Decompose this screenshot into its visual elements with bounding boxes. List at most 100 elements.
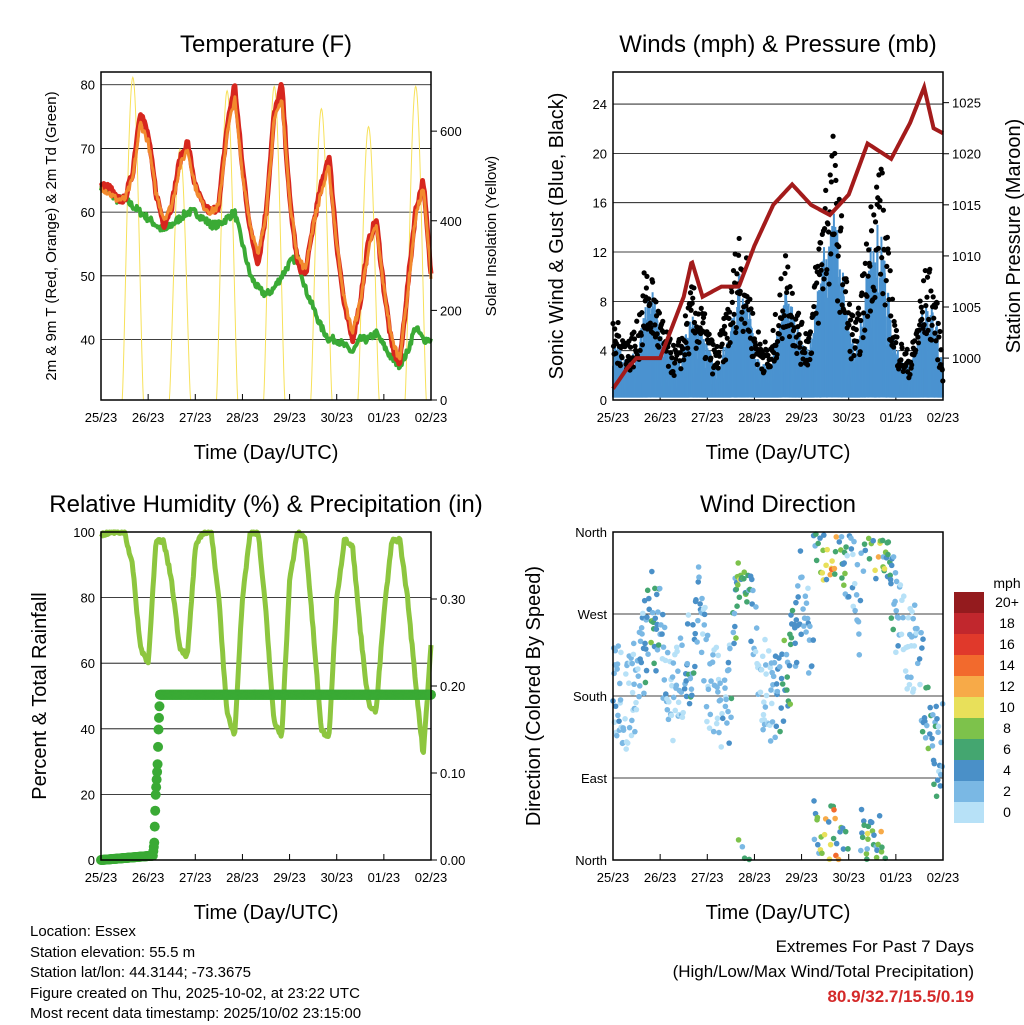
gust-point <box>916 327 922 333</box>
direction-point <box>920 636 926 643</box>
direction-point <box>826 856 833 862</box>
gust-point <box>669 355 675 361</box>
direction-point <box>612 703 619 710</box>
gust-point <box>883 277 889 284</box>
direction-point <box>909 608 915 615</box>
direction-point <box>701 622 708 628</box>
x-tick-label: 29/23 <box>273 410 306 425</box>
direction-point <box>725 666 732 673</box>
direction-point <box>833 840 840 847</box>
direction-point <box>725 659 732 666</box>
direction-point <box>861 541 868 547</box>
direction-point <box>788 612 794 618</box>
x-tick-label: 27/23 <box>179 410 212 425</box>
gust-point <box>832 162 838 169</box>
legend-swatch <box>954 676 984 697</box>
gust-point <box>765 352 771 358</box>
gust-point <box>726 315 732 322</box>
direction-point <box>636 683 643 689</box>
y-tick-label-right: 1025 <box>952 96 981 111</box>
y-tick-label-right: 0 <box>440 393 447 408</box>
gust-point <box>786 333 793 340</box>
direction-point <box>722 703 729 710</box>
gust-point <box>830 133 836 139</box>
rainfall-point <box>151 782 162 793</box>
direction-point <box>854 561 861 568</box>
legend-swatch <box>954 781 984 802</box>
x-tick-label: 02/23 <box>415 410 448 425</box>
gust-point <box>928 337 935 343</box>
y-tick-label-right: 1000 <box>952 351 981 366</box>
gust-point <box>820 286 826 292</box>
x-tick-label: 25/23 <box>597 410 630 425</box>
gust-point <box>688 307 694 313</box>
gust-point <box>689 300 695 306</box>
direction-point <box>879 537 886 544</box>
gust-point <box>777 292 783 298</box>
gust-point <box>729 299 735 306</box>
direction-point <box>614 661 621 667</box>
gust-point <box>815 320 821 326</box>
y-tick-label: 40 <box>81 722 95 737</box>
direction-point <box>842 828 849 835</box>
x-tick-label: 29/23 <box>785 870 818 885</box>
legend-swatch <box>954 697 984 718</box>
direction-point <box>649 568 655 575</box>
direction-point <box>902 668 909 674</box>
gust-point <box>700 320 706 326</box>
solar-insolation-line <box>121 76 144 401</box>
gust-point <box>643 285 649 291</box>
gust-point <box>831 231 837 237</box>
direction-point <box>799 574 805 580</box>
gust-point <box>749 345 755 352</box>
direction-point <box>646 595 652 602</box>
direction-point <box>797 548 804 554</box>
gust-point <box>821 276 827 282</box>
direction-point <box>649 609 656 616</box>
gust-point <box>637 347 643 354</box>
gust-point <box>909 362 915 368</box>
gust-point <box>885 250 892 256</box>
x-tick-label: 02/23 <box>927 410 960 425</box>
dewpoint-line <box>99 182 433 371</box>
direction-point <box>714 684 720 691</box>
lat-lon: Station lat/lon: 44.3144; -73.3675 <box>30 964 252 981</box>
gust-point <box>724 335 730 341</box>
gust-point <box>754 361 760 368</box>
direction-point <box>642 679 649 686</box>
direction-point <box>805 585 811 592</box>
gust-point <box>615 319 621 326</box>
y-tick-label-right: 1015 <box>952 198 981 213</box>
gust-point <box>646 296 652 302</box>
direction-point <box>651 660 657 667</box>
legend-label: 16 <box>999 636 1015 652</box>
direction-point <box>770 673 777 680</box>
gust-point <box>631 329 637 335</box>
gust-point <box>936 334 942 340</box>
gust-point <box>733 324 739 331</box>
x-axis-label: Time (Day/UTC) <box>194 442 339 464</box>
legend-swatch <box>954 613 984 634</box>
direction-point <box>690 670 697 676</box>
gust-point <box>816 246 822 252</box>
direction-point <box>684 660 691 667</box>
gust-point <box>813 310 819 316</box>
direction-point <box>645 651 651 657</box>
gust-point <box>875 245 881 251</box>
rainfall-point <box>149 821 160 832</box>
gust-point <box>696 339 702 345</box>
gust-point <box>838 213 845 219</box>
direction-point <box>683 693 690 700</box>
direction-point <box>715 652 722 659</box>
direction-point <box>829 558 835 564</box>
direction-point <box>843 544 849 550</box>
gust-point <box>926 316 932 322</box>
direction-point <box>916 656 923 662</box>
gust-point <box>807 356 813 363</box>
direction-point <box>786 662 793 669</box>
direction-point <box>836 539 843 545</box>
direction-point <box>632 728 638 735</box>
direction-point <box>863 850 870 857</box>
direction-point <box>635 666 641 672</box>
gust-point <box>690 295 696 301</box>
